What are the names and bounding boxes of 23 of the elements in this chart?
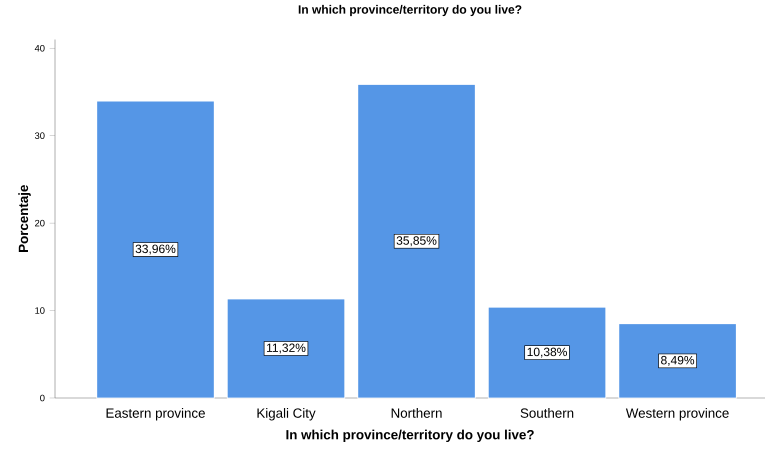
chart-title: In which province/territory do you live? [298,4,522,16]
x-tick-label: Southern [520,408,574,418]
y-tick-label: 20 [35,220,45,226]
x-tick-label: Northern [392,408,442,418]
bar [618,323,737,398]
x-axis-title: In which province/territory do you live? [286,430,534,442]
data-label: 8,49% [661,356,694,366]
data-label: 10,38% [528,348,567,358]
y-axis-title: Porcentaje [18,185,31,252]
y-tick-label: 0 [40,394,45,402]
x-tick-label: Eastern province [106,408,205,420]
y-tick-label: 30 [34,132,45,139]
bar [357,84,476,398]
bar [96,100,215,398]
x-tick-label: Western province [626,408,729,420]
data-label: 33,96% [136,244,176,254]
y-tick-label: 10 [35,307,45,314]
bar [226,298,346,398]
y-tick-label: 40 [34,44,45,52]
data-label: 11,32% [267,344,306,354]
data-label: 35,85% [396,236,436,246]
x-tick-label: Kigali City [257,408,316,420]
bar [488,306,606,398]
